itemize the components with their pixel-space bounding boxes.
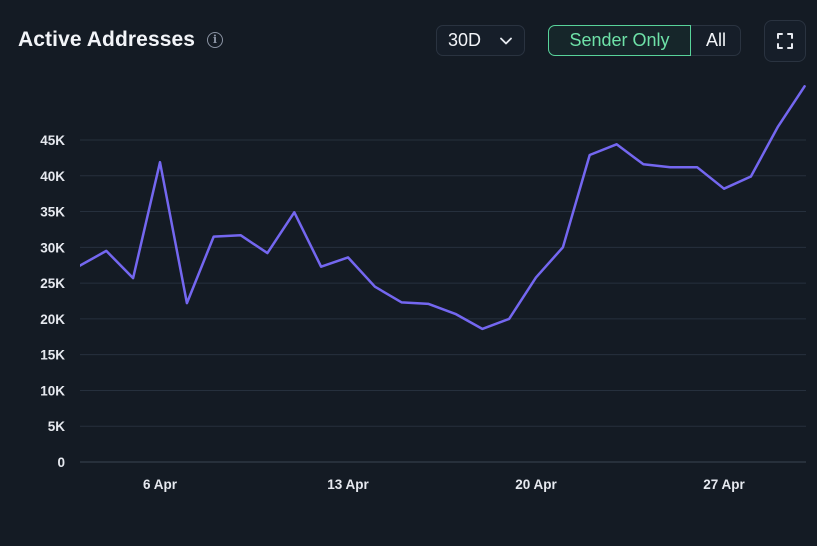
all-option[interactable]: All [705, 30, 726, 50]
y-axis-ticks: 0 5K 10K 15K 20K 25K 30K 35K 40K 45K [40, 133, 65, 470]
x-tick-label: 6 Apr [143, 477, 178, 492]
series-line [80, 85, 806, 331]
fullscreen-button[interactable] [764, 20, 806, 62]
time-range-select[interactable]: 30D [436, 25, 525, 56]
y-tick-label: 30K [40, 240, 65, 255]
chart-header: Active Addresses i 30D Sender Only All [0, 0, 817, 80]
x-tick-label: 13 Apr [327, 477, 369, 492]
y-tick-label: 5K [48, 419, 66, 434]
sender-only-option[interactable]: Sender Only [548, 25, 691, 56]
chevron-down-icon [500, 37, 512, 45]
y-tick-label: 45K [40, 133, 65, 148]
x-tick-label: 20 Apr [515, 477, 557, 492]
info-icon[interactable]: i [207, 32, 223, 48]
address-filter-toggle: Sender Only All [548, 25, 741, 56]
x-tick-label: 27 Apr [703, 477, 745, 492]
y-tick-label: 35K [40, 205, 65, 220]
time-range-value: 30D [448, 30, 482, 50]
y-tick-label: 25K [40, 276, 65, 291]
fullscreen-icon [777, 33, 793, 49]
y-tick-label: 10K [40, 383, 65, 398]
grid-lines [80, 139, 806, 463]
y-tick-label: 20K [40, 312, 65, 327]
chart-title: Active Addresses [18, 28, 196, 51]
series-group [80, 85, 806, 331]
y-tick-label: 0 [57, 455, 65, 470]
y-tick-label: 15K [40, 348, 65, 363]
x-axis-ticks: 6 Apr 13 Apr 20 Apr 27 Apr [143, 477, 746, 492]
y-tick-label: 40K [40, 169, 65, 184]
